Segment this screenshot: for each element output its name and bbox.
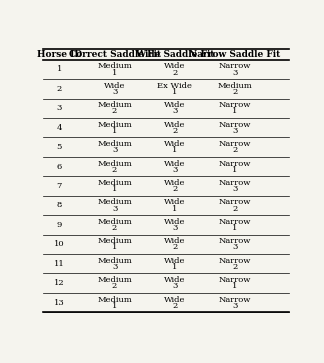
Text: 2: 2: [233, 263, 238, 271]
Text: 3: 3: [112, 146, 117, 154]
Text: Medium: Medium: [97, 276, 132, 284]
Text: Wide: Wide: [164, 276, 186, 284]
Text: 5: 5: [57, 143, 62, 151]
Text: Wide: Wide: [164, 101, 186, 109]
Text: Medium: Medium: [97, 62, 132, 70]
Text: Wide: Wide: [164, 295, 186, 303]
Text: 3: 3: [57, 104, 62, 112]
Text: Medium: Medium: [97, 140, 132, 148]
Text: Medium: Medium: [97, 179, 132, 187]
Text: 2: 2: [112, 224, 117, 232]
Text: 2: 2: [172, 244, 178, 252]
Text: 3: 3: [232, 244, 238, 252]
Text: 1: 1: [172, 204, 178, 213]
Text: Medium: Medium: [218, 82, 252, 90]
Text: 1: 1: [172, 263, 178, 271]
Text: 1: 1: [172, 146, 178, 154]
Text: 3: 3: [172, 166, 178, 174]
Text: 1: 1: [112, 185, 117, 193]
Text: Narrow: Narrow: [219, 179, 251, 187]
Text: Narrow: Narrow: [219, 101, 251, 109]
Text: 1: 1: [172, 88, 178, 96]
Text: Narrow: Narrow: [219, 237, 251, 245]
Text: Narrow: Narrow: [219, 257, 251, 265]
Text: 3: 3: [112, 88, 117, 96]
Text: 2: 2: [172, 185, 178, 193]
Text: 2: 2: [112, 107, 117, 115]
Text: 2: 2: [57, 85, 62, 93]
Text: Wide: Wide: [104, 82, 125, 90]
Text: 8: 8: [57, 201, 62, 209]
Text: 4: 4: [57, 124, 62, 132]
Text: 2: 2: [233, 88, 238, 96]
Text: 1: 1: [232, 224, 238, 232]
Text: Wide: Wide: [164, 199, 186, 207]
Text: Wide Saddle Fit: Wide Saddle Fit: [135, 50, 214, 59]
Text: Medium: Medium: [97, 257, 132, 265]
Text: 10: 10: [54, 240, 65, 248]
Text: Narrow: Narrow: [219, 218, 251, 226]
Text: Horse ID: Horse ID: [37, 50, 82, 59]
Text: Medium: Medium: [97, 237, 132, 245]
Text: 1: 1: [112, 244, 117, 252]
Text: Medium: Medium: [97, 218, 132, 226]
Text: Wide: Wide: [164, 140, 186, 148]
Text: 2: 2: [112, 166, 117, 174]
Text: 1: 1: [112, 127, 117, 135]
Text: Wide: Wide: [164, 237, 186, 245]
Text: 1: 1: [232, 282, 238, 290]
Text: 3: 3: [112, 263, 117, 271]
Text: Narrow: Narrow: [219, 295, 251, 303]
Text: Narrow Saddle Fit: Narrow Saddle Fit: [190, 50, 281, 59]
Text: 6: 6: [57, 163, 62, 171]
Text: 1: 1: [232, 107, 238, 115]
Text: 12: 12: [54, 279, 65, 287]
Text: Narrow: Narrow: [219, 62, 251, 70]
Text: Medium: Medium: [97, 121, 132, 129]
Text: 7: 7: [57, 182, 62, 190]
Text: Narrow: Narrow: [219, 276, 251, 284]
Text: 3: 3: [172, 107, 178, 115]
Text: 11: 11: [54, 260, 65, 268]
Text: 1: 1: [232, 166, 238, 174]
Text: 3: 3: [172, 224, 178, 232]
Text: Narrow: Narrow: [219, 160, 251, 168]
Text: Medium: Medium: [97, 101, 132, 109]
Text: 3: 3: [232, 127, 238, 135]
Text: Wide: Wide: [164, 257, 186, 265]
Text: 13: 13: [54, 299, 65, 307]
Text: Medium: Medium: [97, 160, 132, 168]
Text: Narrow: Narrow: [219, 199, 251, 207]
Text: 2: 2: [172, 127, 178, 135]
Text: Ex Wide: Ex Wide: [157, 82, 192, 90]
Text: 2: 2: [233, 146, 238, 154]
Text: 1: 1: [112, 69, 117, 77]
Text: 2: 2: [112, 282, 117, 290]
Text: 9: 9: [57, 221, 62, 229]
Text: Correct Saddle Fit: Correct Saddle Fit: [69, 50, 161, 59]
Text: 2: 2: [233, 204, 238, 213]
Text: 3: 3: [232, 302, 238, 310]
Text: 3: 3: [112, 204, 117, 213]
Text: Wide: Wide: [164, 179, 186, 187]
Text: Wide: Wide: [164, 160, 186, 168]
Text: Narrow: Narrow: [219, 140, 251, 148]
Text: 1: 1: [112, 302, 117, 310]
Text: 3: 3: [172, 282, 178, 290]
Text: 3: 3: [232, 185, 238, 193]
Text: Medium: Medium: [97, 295, 132, 303]
Text: Wide: Wide: [164, 218, 186, 226]
Text: Medium: Medium: [97, 199, 132, 207]
Text: 1: 1: [57, 65, 62, 73]
Text: 2: 2: [172, 69, 178, 77]
Text: Narrow: Narrow: [219, 121, 251, 129]
Text: 2: 2: [172, 302, 178, 310]
Text: 3: 3: [232, 69, 238, 77]
Text: Wide: Wide: [164, 121, 186, 129]
Text: Wide: Wide: [164, 62, 186, 70]
